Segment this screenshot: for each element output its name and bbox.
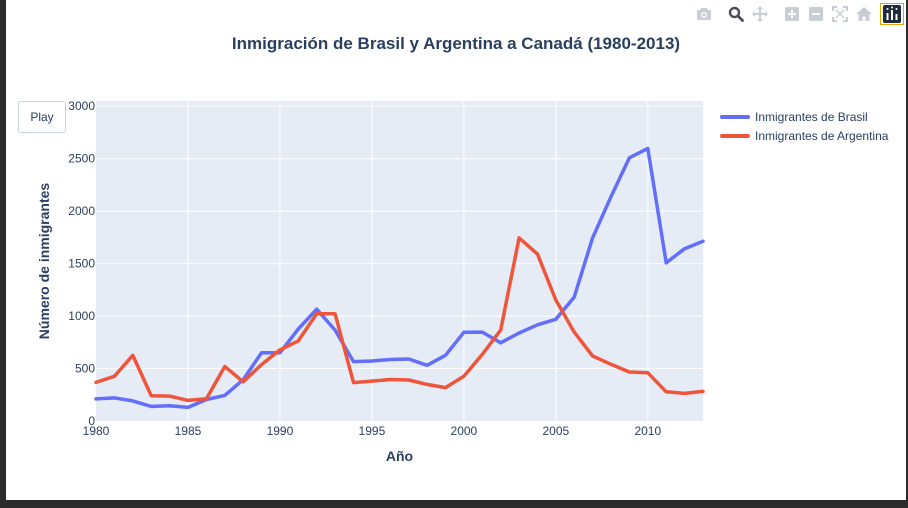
y-tick-label: 2000	[68, 204, 95, 218]
legend-item-argentina[interactable]: Inmigrantes de Argentina	[720, 126, 888, 145]
y-tick-label: 2500	[68, 152, 95, 166]
x-tick-label: 2000	[451, 424, 478, 438]
x-tick-label: 1985	[175, 424, 202, 438]
play-button[interactable]: Play	[18, 101, 66, 133]
y-tick-labels: 0 500 1000 1500 2000 2500 3000	[68, 99, 95, 428]
y-axis-title: Número de inmigrantes	[36, 183, 52, 340]
plotly-logo-icon[interactable]	[880, 3, 904, 25]
y-tick-label: 0	[88, 414, 95, 428]
y-tick-label: 1500	[68, 257, 95, 271]
series-line-brasil[interactable]	[94, 146, 705, 410]
x-tick-label: 1995	[359, 424, 386, 438]
grid-lines	[96, 101, 703, 421]
x-tick-label: 2010	[634, 424, 661, 438]
legend-item-brasil[interactable]: Inmigrantes de Brasil	[720, 107, 888, 126]
zoom-out-icon[interactable]	[804, 3, 828, 25]
pan-icon[interactable]	[748, 3, 772, 25]
modebar	[692, 2, 904, 26]
y-tick-label: 500	[75, 362, 95, 376]
plot-area[interactable]: 1980 1985 1990 1995 2000 2005 2010 0 500 1000 150…	[6, 0, 906, 500]
series-line-argentina[interactable]	[94, 236, 705, 403]
legend-swatch-brasil	[720, 114, 750, 119]
legend-label-argentina: Inmigrantes de Argentina	[755, 128, 889, 143]
x-tick-label: 1990	[267, 424, 294, 438]
x-axis-title: Año	[386, 448, 413, 464]
reset-axes-icon[interactable]	[852, 3, 876, 25]
chart-title: Inmigración de Brasil y Argentina a Cana…	[231, 34, 681, 53]
legend-swatch-argentina	[720, 133, 750, 138]
x-tick-labels: 1980 1985 1990 1995 2000 2005 2010	[83, 424, 662, 438]
legend: Inmigrantes de Brasil Inmigrantes de Arg…	[720, 107, 888, 145]
y-tick-label: 3000	[68, 99, 95, 113]
camera-icon[interactable]	[692, 3, 716, 25]
x-tick-label: 2005	[542, 424, 569, 438]
x-tick-label: 1980	[83, 424, 110, 438]
series-lines	[94, 146, 705, 410]
legend-label-brasil: Inmigrantes de Brasil	[755, 109, 868, 124]
zoom-in-icon[interactable]	[780, 3, 804, 25]
y-tick-label: 1000	[68, 309, 95, 323]
chart-frame: Inmigración de Brasil y Argentina a Cana…	[6, 0, 906, 500]
autoscale-icon[interactable]	[828, 3, 852, 25]
zoom-icon[interactable]	[724, 3, 748, 25]
plot-background	[96, 101, 703, 421]
